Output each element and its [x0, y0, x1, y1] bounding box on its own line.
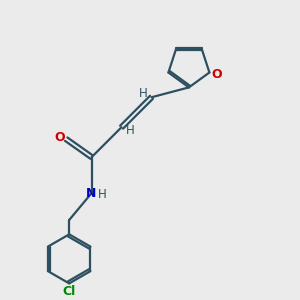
- Text: Cl: Cl: [63, 285, 76, 298]
- Text: O: O: [211, 68, 222, 81]
- Text: N: N: [86, 187, 96, 200]
- Text: O: O: [54, 131, 65, 144]
- Text: H: H: [126, 124, 134, 137]
- Text: H: H: [139, 87, 148, 100]
- Text: H: H: [98, 188, 106, 201]
